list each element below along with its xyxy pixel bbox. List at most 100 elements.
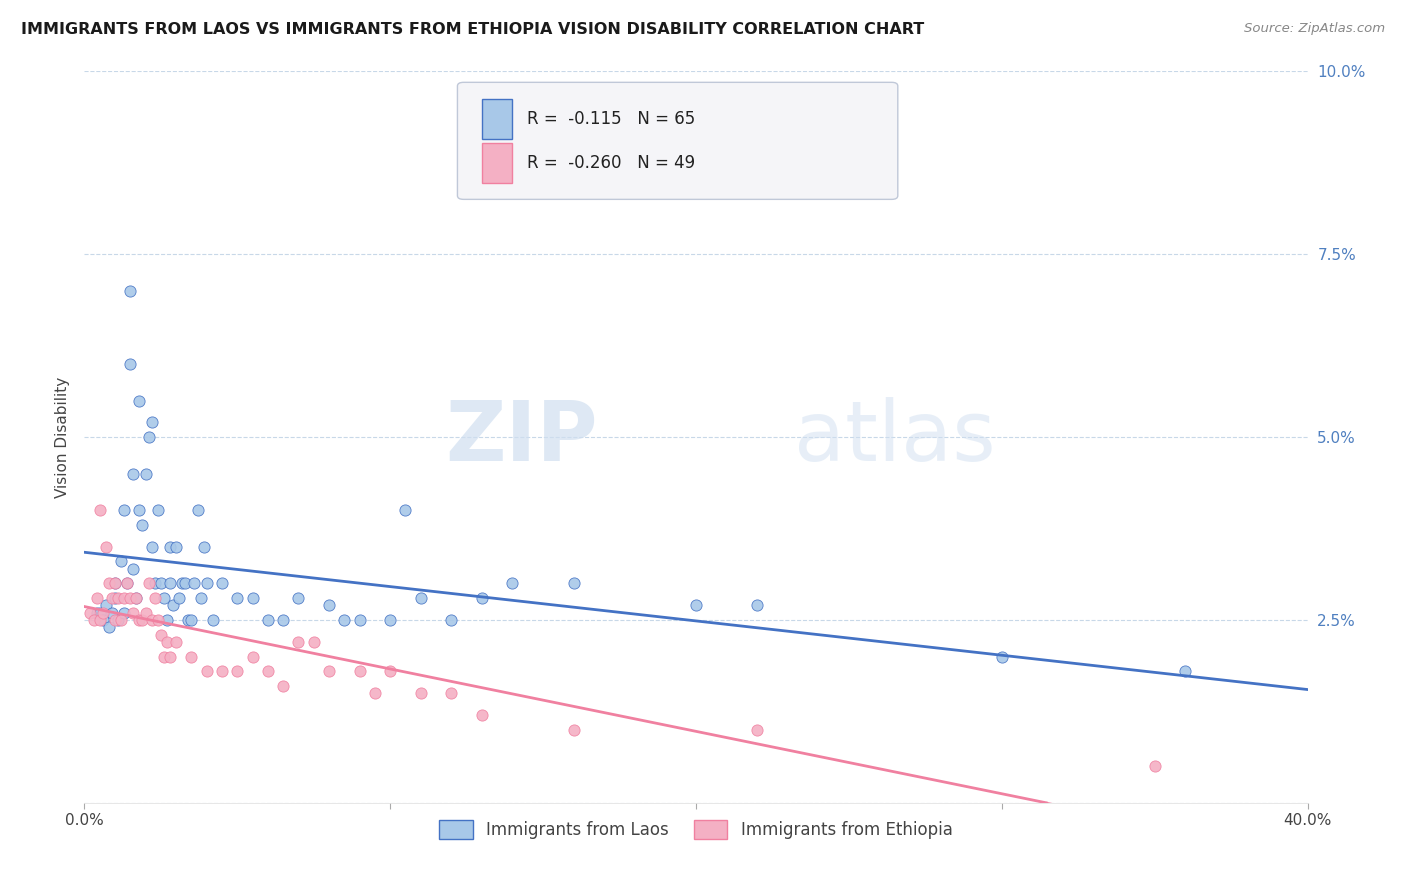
Point: [747, 723, 769, 737]
Point: [409, 686, 432, 700]
Point: [364, 686, 387, 700]
Point: [747, 599, 769, 613]
Point: [128, 503, 150, 517]
Point: [180, 613, 202, 627]
Point: [242, 591, 264, 605]
Point: [146, 613, 169, 627]
Point: [211, 664, 233, 678]
Point: [271, 679, 294, 693]
Point: [89, 503, 111, 517]
Point: [101, 606, 124, 620]
Point: [120, 591, 142, 605]
Point: [226, 664, 249, 678]
Point: [141, 613, 163, 627]
Point: [115, 576, 138, 591]
Point: [159, 649, 181, 664]
Point: [190, 591, 212, 605]
Point: [79, 606, 101, 620]
Point: [156, 613, 179, 627]
Text: R =  -0.260   N = 49: R = -0.260 N = 49: [527, 153, 696, 172]
Point: [153, 649, 176, 664]
Point: [195, 664, 218, 678]
Point: [195, 576, 218, 591]
Point: [177, 613, 200, 627]
Point: [318, 664, 340, 678]
Point: [440, 686, 463, 700]
Bar: [482, 143, 513, 183]
Point: [141, 416, 163, 430]
Legend: Immigrants from Laos, Immigrants from Ethiopia: Immigrants from Laos, Immigrants from Et…: [433, 814, 959, 846]
Point: [257, 613, 280, 627]
Point: [159, 540, 181, 554]
Point: [122, 467, 145, 481]
Point: [101, 591, 124, 605]
Point: [86, 606, 108, 620]
Point: [89, 606, 111, 620]
Point: [131, 613, 153, 627]
Point: [115, 576, 138, 591]
Point: [94, 540, 117, 554]
Point: [94, 599, 117, 613]
Point: [110, 613, 132, 627]
Point: [287, 635, 309, 649]
Point: [128, 613, 150, 627]
Point: [162, 599, 184, 613]
Point: [440, 613, 463, 627]
Point: [287, 591, 309, 605]
Text: ZIP: ZIP: [446, 397, 598, 477]
Text: Source: ZipAtlas.com: Source: ZipAtlas.com: [1244, 22, 1385, 36]
Point: [271, 613, 294, 627]
Point: [165, 635, 187, 649]
Point: [226, 591, 249, 605]
Point: [153, 591, 176, 605]
Point: [201, 613, 224, 627]
Point: [91, 606, 114, 620]
Point: [380, 613, 402, 627]
Point: [131, 517, 153, 532]
Point: [471, 591, 494, 605]
Point: [193, 540, 215, 554]
Point: [125, 591, 148, 605]
Point: [183, 576, 205, 591]
Point: [146, 503, 169, 517]
Point: [112, 591, 135, 605]
Point: [138, 576, 160, 591]
Point: [211, 576, 233, 591]
Point: [685, 599, 707, 613]
Point: [135, 606, 157, 620]
Point: [128, 393, 150, 408]
Point: [86, 591, 108, 605]
Point: [242, 649, 264, 664]
Point: [302, 635, 325, 649]
Text: R =  -0.115   N = 65: R = -0.115 N = 65: [527, 110, 696, 128]
Point: [471, 708, 494, 723]
Y-axis label: Vision Disability: Vision Disability: [55, 376, 70, 498]
Point: [143, 576, 166, 591]
Point: [156, 635, 179, 649]
Point: [104, 591, 127, 605]
Point: [257, 664, 280, 678]
Point: [149, 576, 172, 591]
Point: [104, 576, 127, 591]
Point: [172, 576, 194, 591]
Point: [174, 576, 197, 591]
Point: [180, 649, 202, 664]
Point: [122, 562, 145, 576]
Point: [562, 723, 585, 737]
Bar: [482, 99, 513, 139]
Point: [333, 613, 356, 627]
Point: [380, 664, 402, 678]
FancyBboxPatch shape: [457, 82, 898, 200]
Point: [138, 430, 160, 444]
Point: [349, 613, 371, 627]
Point: [120, 284, 142, 298]
Point: [349, 664, 371, 678]
Point: [104, 576, 127, 591]
Text: IMMIGRANTS FROM LAOS VS IMMIGRANTS FROM ETHIOPIA VISION DISABILITY CORRELATION C: IMMIGRANTS FROM LAOS VS IMMIGRANTS FROM …: [21, 22, 924, 37]
Point: [186, 503, 208, 517]
Point: [159, 576, 181, 591]
Point: [110, 554, 132, 568]
Point: [112, 503, 135, 517]
Point: [91, 613, 114, 627]
Point: [97, 576, 120, 591]
